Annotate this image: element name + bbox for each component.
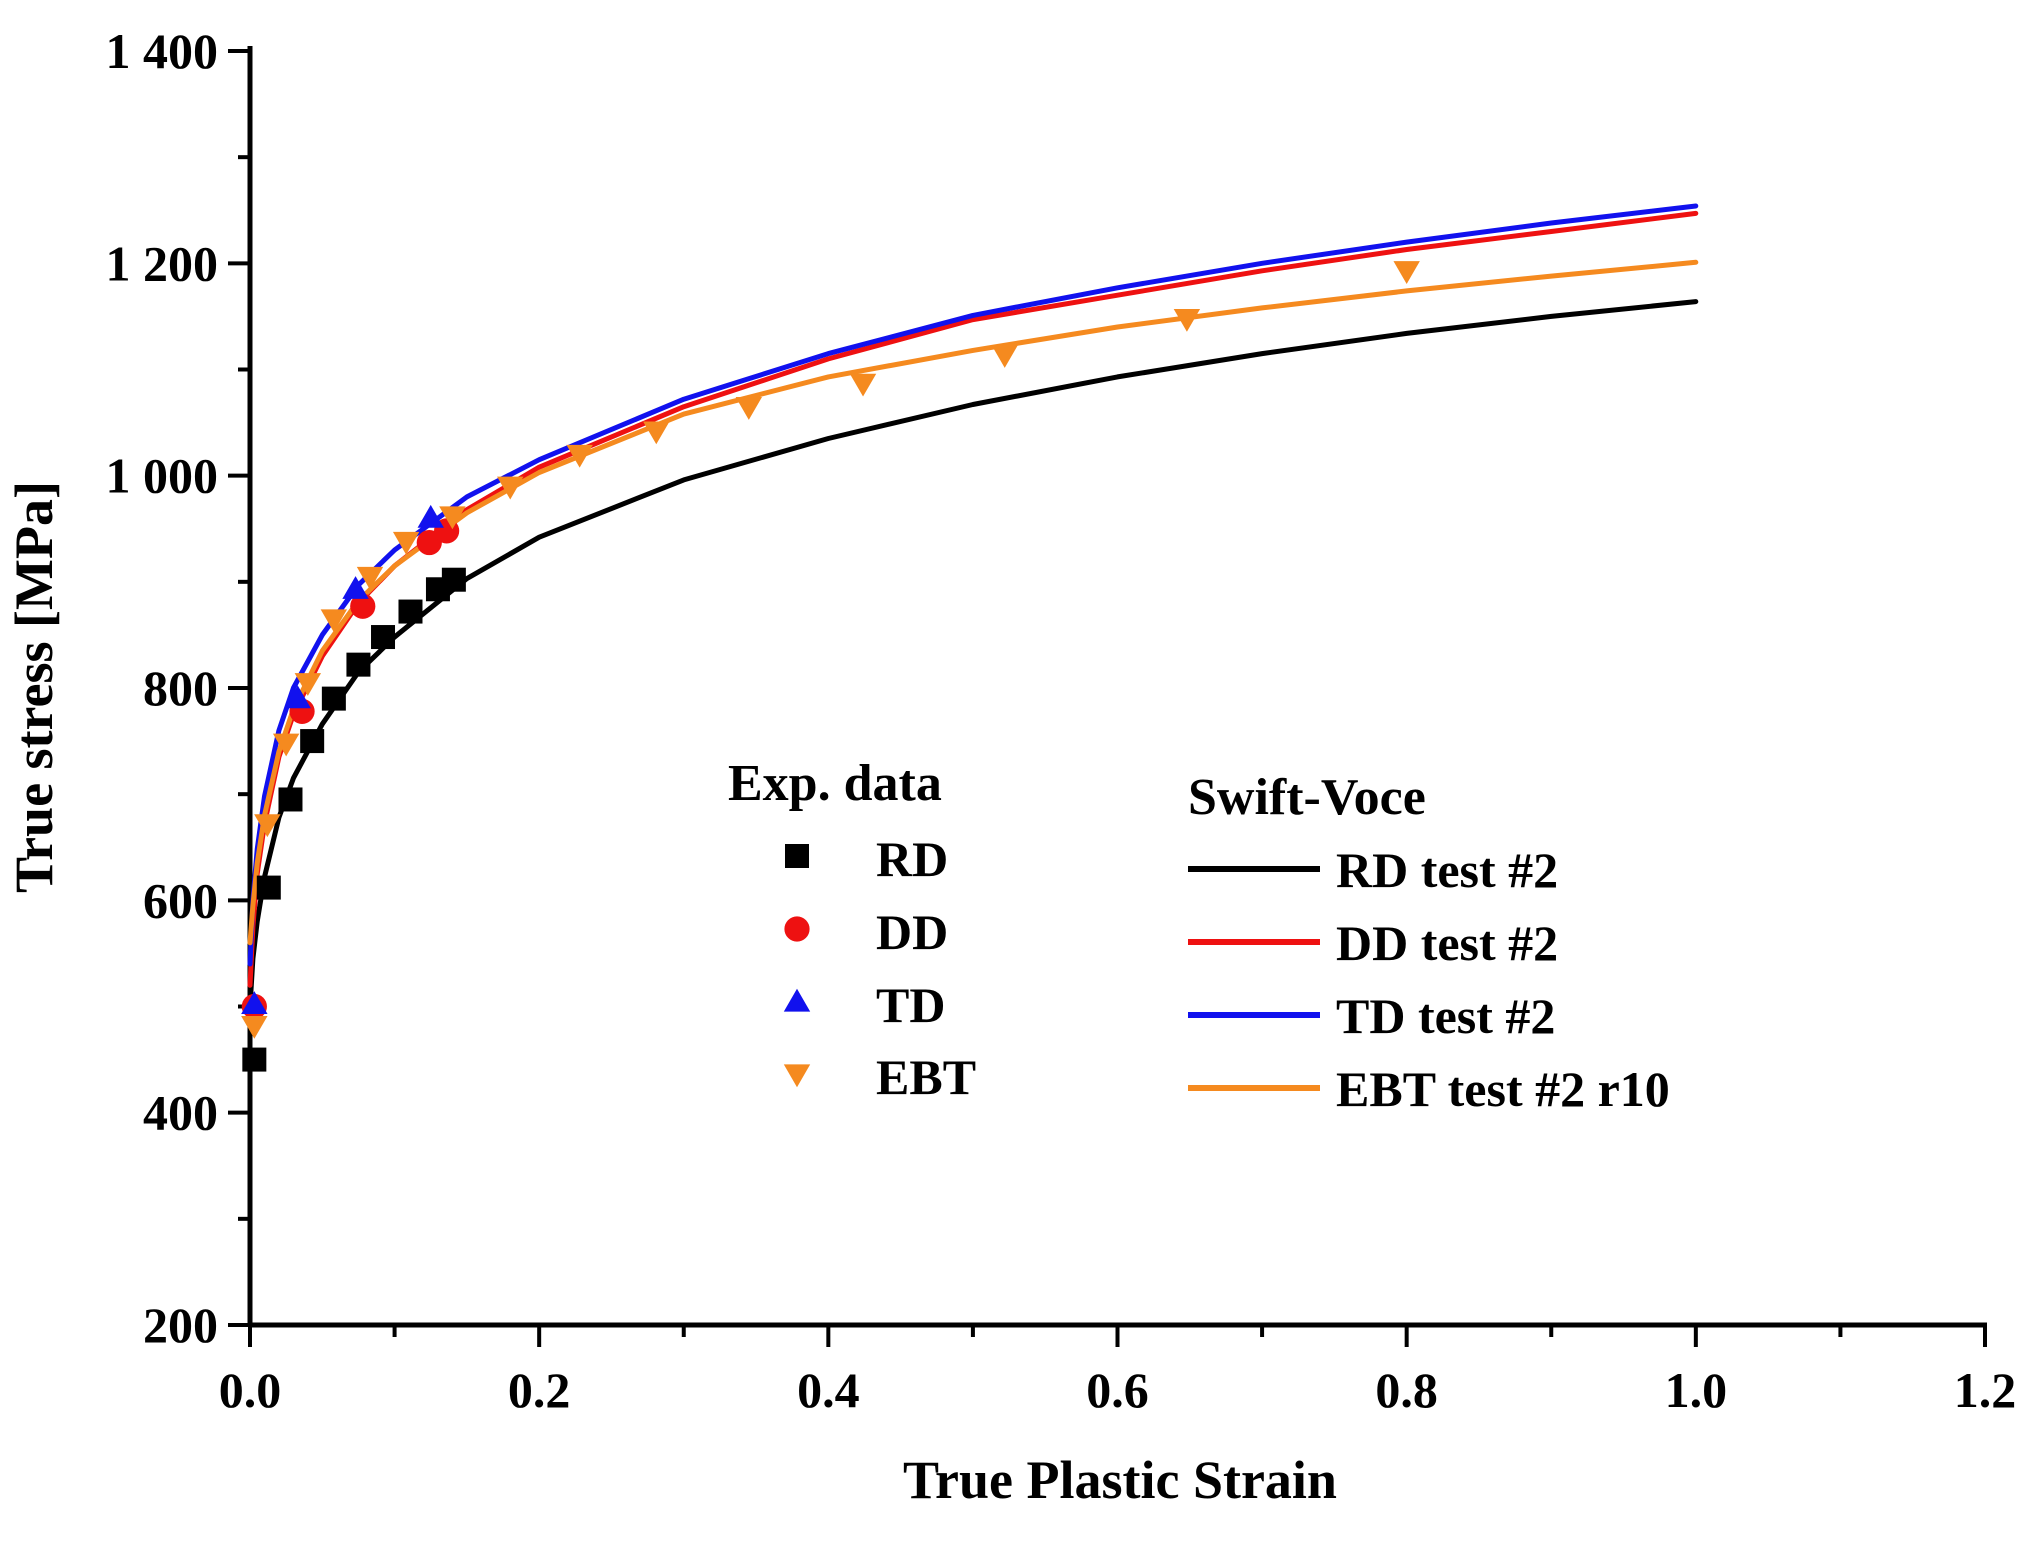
legend-marker-rd bbox=[785, 844, 809, 868]
legend-marker-td bbox=[783, 988, 811, 1012]
data-point-rd bbox=[256, 875, 281, 900]
data-point-ebt bbox=[566, 444, 593, 468]
fit-line-ebt bbox=[247, 259, 1699, 946]
legend-label-fit-dd: DD test #2 bbox=[1336, 915, 1558, 971]
fit-line-rd bbox=[247, 299, 1699, 1009]
data-point-rd bbox=[398, 599, 423, 624]
experimental-points bbox=[241, 261, 1420, 1072]
legend-label-fit-ebt: EBT test #2 r10 bbox=[1336, 1061, 1670, 1117]
x-tick-label: 0.0 bbox=[219, 1362, 282, 1418]
data-point-ebt bbox=[439, 506, 466, 530]
x-tick-label: 0.6 bbox=[1086, 1362, 1149, 1418]
legend-label-ebt: EBT bbox=[876, 1049, 976, 1105]
fit-line-td bbox=[247, 203, 1699, 967]
data-point-ebt bbox=[643, 421, 670, 445]
legend-label-dd: DD bbox=[876, 904, 948, 960]
legend-label-td: TD bbox=[876, 977, 945, 1033]
x-tick-label: 1.2 bbox=[1954, 1362, 2017, 1418]
y-tick-label: 800 bbox=[143, 660, 218, 716]
legend-marker-ebt bbox=[783, 1064, 811, 1088]
data-point-rd bbox=[321, 686, 346, 711]
y-tick-label: 1 000 bbox=[106, 448, 219, 504]
x-tick-label: 0.4 bbox=[797, 1362, 860, 1418]
data-point-rd bbox=[278, 787, 303, 812]
data-point-ebt bbox=[849, 373, 877, 397]
data-point-ebt bbox=[254, 814, 281, 838]
data-point-ebt bbox=[1173, 308, 1201, 332]
data-point-ebt bbox=[320, 609, 348, 633]
legend-marker-dd bbox=[784, 916, 810, 942]
y-axis-title: True stress [MPa] bbox=[4, 481, 64, 893]
data-point-ebt bbox=[735, 397, 763, 420]
data-point-ebt bbox=[497, 476, 524, 500]
x-tick-label: 1.0 bbox=[1665, 1362, 1728, 1418]
legend-items: RD DD TD EBT RD test #2 DD test #2 TD test #2 E… bbox=[783, 831, 1670, 1117]
x-tick-label: 0.2 bbox=[508, 1362, 571, 1418]
y-tick-label: 400 bbox=[143, 1085, 218, 1141]
data-point-ebt bbox=[294, 673, 322, 696]
y-tick-label: 1 200 bbox=[106, 235, 219, 291]
legend-label-rd: RD bbox=[876, 831, 948, 887]
data-point-td bbox=[342, 576, 369, 599]
data-point-rd bbox=[371, 625, 396, 650]
y-tick-label: 600 bbox=[143, 872, 218, 928]
legend-fit-title: Swift-Voce bbox=[1188, 769, 1426, 826]
data-point-dd bbox=[350, 593, 376, 619]
data-point-rd bbox=[300, 729, 325, 754]
legend-exp-title: Exp. data bbox=[728, 755, 942, 812]
data-point-ebt bbox=[356, 566, 384, 590]
data-point-td bbox=[284, 685, 311, 709]
data-point-ebt bbox=[1393, 261, 1420, 284]
legend-label-fit-rd: RD test #2 bbox=[1336, 842, 1558, 898]
y-tick-label: 200 bbox=[143, 1297, 218, 1353]
data-point-rd bbox=[441, 567, 466, 592]
axes: 0.0 0.2 0.4 0.6 0.8 1.0 1.2 200 400 600 800 1 000 1 … bbox=[106, 23, 2017, 1418]
data-point-ebt bbox=[991, 345, 1018, 368]
x-tick-label: 0.8 bbox=[1375, 1362, 1438, 1418]
legend: Exp. data Swift-Voce RD DD TD EBT RD test #2… bbox=[728, 755, 1670, 1117]
data-point-ebt bbox=[272, 733, 300, 757]
data-point-td bbox=[417, 504, 444, 528]
data-point-ebt bbox=[241, 1016, 268, 1039]
legend-label-fit-td: TD test #2 bbox=[1336, 988, 1555, 1044]
x-axis-title: True Plastic Strain bbox=[903, 1450, 1337, 1510]
y-tick-label: 1 400 bbox=[106, 23, 219, 79]
data-point-ebt bbox=[392, 531, 420, 555]
data-point-rd bbox=[242, 1047, 267, 1072]
data-point-rd bbox=[346, 652, 371, 677]
data-point-td bbox=[241, 991, 268, 1014]
